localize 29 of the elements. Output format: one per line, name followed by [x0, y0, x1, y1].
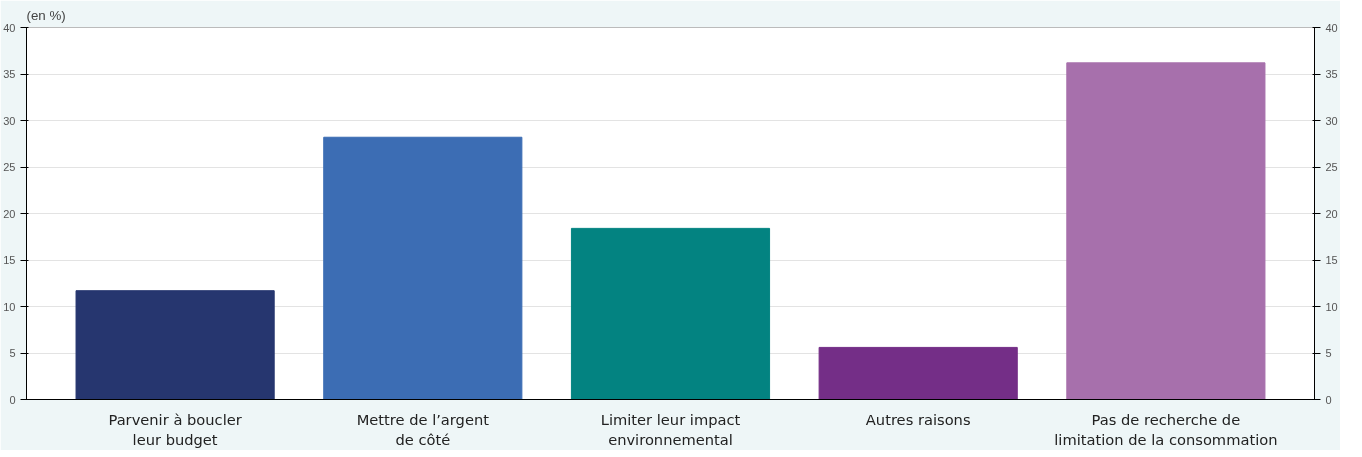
x-tick-label: Limiter leur impact environnemental: [600, 410, 741, 448]
y2-tick-label: 35: [1325, 68, 1338, 80]
y-tick-label: 15: [3, 254, 16, 266]
y-tick-label: 25: [3, 161, 16, 173]
x-tick-label: Parvenir à boucler leur budget: [108, 410, 243, 448]
bar: [323, 136, 523, 400]
bar: [1066, 62, 1266, 400]
y2-tick-label: 40: [1325, 21, 1338, 34]
y2-tick-label: 5: [1325, 347, 1332, 359]
bar: [570, 227, 771, 400]
y2-tick-label: 15: [1325, 254, 1338, 266]
y-tick-label: 10: [3, 300, 16, 313]
y-tick-label: 5: [9, 347, 16, 359]
x-tick-label: Mettre de l’argent de côté: [356, 410, 490, 448]
y2-tick-label: 30: [1325, 114, 1338, 127]
y-axis-title: (en %): [26, 7, 66, 23]
bar: [818, 346, 1018, 400]
y-tick-label: 40: [3, 21, 16, 34]
x-tick-label: Autres raisons: [865, 410, 971, 428]
bar: [75, 290, 275, 400]
y2-tick-label: 20: [1325, 207, 1338, 220]
x-tick-label: Pas de recherche de limitation de la consommation: [1054, 410, 1278, 448]
y2-tick-label: 10: [1325, 300, 1338, 313]
y-tick-label: 30: [3, 114, 16, 127]
y-tick-label: 0: [9, 393, 16, 406]
y-tick-label: 35: [3, 68, 16, 80]
y2-tick-label: 25: [1325, 161, 1338, 173]
y2-tick-label: 0: [1325, 393, 1332, 406]
y-tick-label: 20: [3, 207, 16, 220]
